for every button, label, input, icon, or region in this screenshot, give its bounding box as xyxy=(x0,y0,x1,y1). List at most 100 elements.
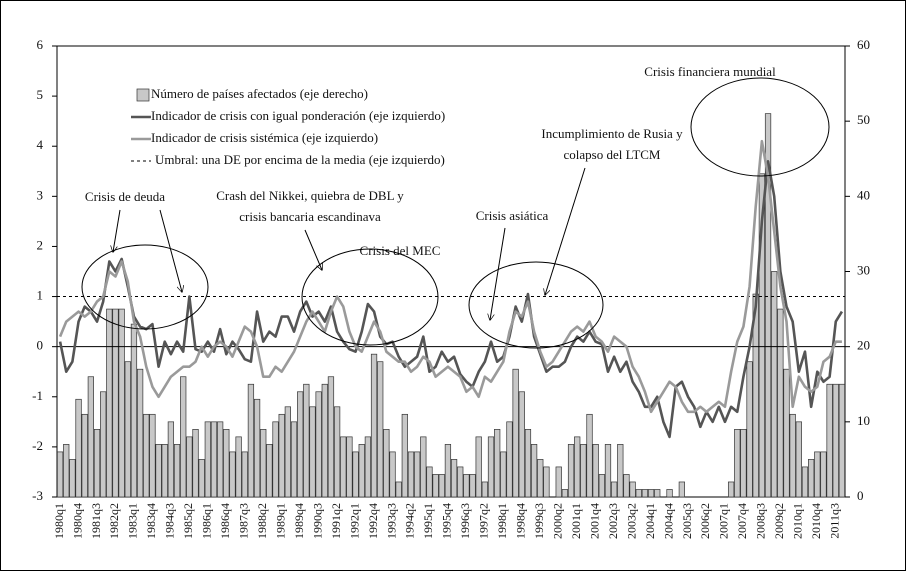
x-tick-label: 1983q1 xyxy=(126,503,140,539)
bar xyxy=(358,444,365,498)
bar xyxy=(241,451,248,498)
bar xyxy=(801,466,809,498)
legend-label: Indicador de crisis con igual ponderació… xyxy=(151,108,445,123)
bar xyxy=(309,406,316,498)
bar xyxy=(204,421,211,498)
bar xyxy=(118,308,125,498)
bar xyxy=(678,481,685,498)
bar xyxy=(173,444,181,498)
bar xyxy=(155,444,162,498)
bar xyxy=(512,368,519,498)
legend-label: Número de países afectados (eje derecho) xyxy=(151,86,368,101)
y-tick-label: 2 xyxy=(37,237,44,252)
x-tick-label: 1995q1 xyxy=(421,503,435,539)
bar xyxy=(130,323,138,498)
bar xyxy=(654,489,661,498)
bar xyxy=(63,444,70,498)
x-tick-label: 2011q3 xyxy=(828,503,842,539)
annotation-arrow xyxy=(304,229,322,270)
bar xyxy=(777,308,784,498)
bar xyxy=(377,361,384,498)
series-line xyxy=(58,139,842,414)
bar xyxy=(426,466,433,498)
bar xyxy=(167,421,175,498)
bar xyxy=(352,451,359,498)
bar xyxy=(530,444,538,498)
bar xyxy=(758,173,766,498)
annotation-arrow xyxy=(490,227,506,320)
bar xyxy=(93,429,101,498)
x-tick-label: 2000q2 xyxy=(550,503,564,539)
x-tick-label: 1989q4 xyxy=(292,503,306,539)
highlight-ellipse xyxy=(468,261,604,349)
x-tick-label: 1994q2 xyxy=(403,503,417,539)
bar xyxy=(198,459,205,498)
bar xyxy=(629,481,636,498)
x-tick-label: 2010q4 xyxy=(809,503,823,539)
bar xyxy=(506,421,513,498)
bar xyxy=(475,436,482,498)
bar xyxy=(100,391,107,498)
y-tick-label: 5 xyxy=(37,87,44,102)
bar xyxy=(580,444,587,498)
bar xyxy=(247,383,255,498)
bar xyxy=(370,353,378,498)
bar xyxy=(315,391,322,498)
bar xyxy=(783,368,790,498)
annotation: colapso del LTCM xyxy=(563,147,660,162)
bar xyxy=(814,451,821,498)
bar xyxy=(561,489,569,498)
bar xyxy=(438,474,445,498)
x-tick-label: 2007q4 xyxy=(735,503,749,539)
bar xyxy=(746,361,753,498)
bar xyxy=(635,489,642,498)
bar xyxy=(666,489,673,498)
bar xyxy=(789,413,796,498)
legend-swatch xyxy=(136,88,150,102)
bar xyxy=(463,474,470,498)
bar xyxy=(75,398,82,498)
x-tick-label: 1986q1 xyxy=(200,503,214,539)
bar xyxy=(253,398,261,498)
y2-tick-label: 40 xyxy=(857,187,870,202)
x-tick-label: 1986q4 xyxy=(218,503,232,539)
y-tick-label: -3 xyxy=(32,488,43,503)
x-tick-label: 1992q4 xyxy=(366,503,380,539)
bar xyxy=(87,376,94,498)
annotation: Incumplimiento de Rusia y xyxy=(541,126,683,141)
annotation-arrow xyxy=(159,209,182,292)
bar xyxy=(764,113,772,498)
x-tick-label: 1987q3 xyxy=(237,503,251,539)
y-tick-label: 1 xyxy=(37,288,44,303)
annotation-arrow xyxy=(113,209,121,252)
x-tick-label: 2006q2 xyxy=(698,503,712,539)
bar xyxy=(555,466,562,498)
bar xyxy=(340,436,347,498)
x-tick-label: 1990q3 xyxy=(310,503,324,539)
y2-tick-label: 30 xyxy=(857,262,870,277)
x-tick-label: 2004q4 xyxy=(661,503,675,539)
highlight-ellipse xyxy=(81,244,209,330)
legend-label: Umbral: una DE por encima de la media (e… xyxy=(155,152,445,167)
bar xyxy=(420,436,427,498)
bar xyxy=(808,459,815,498)
y2-tick-label: 10 xyxy=(857,413,870,428)
bar xyxy=(727,481,735,498)
bar xyxy=(124,361,131,498)
bar xyxy=(81,413,88,498)
x-tick-label: 1997q2 xyxy=(477,503,491,539)
x-tick-label: 1980q4 xyxy=(70,503,84,539)
bar xyxy=(364,436,372,498)
bar xyxy=(641,489,649,498)
bar xyxy=(604,444,612,498)
bar xyxy=(321,383,328,498)
y2-tick-label: 50 xyxy=(857,112,870,127)
annotation: Crisis del MEC xyxy=(360,243,441,258)
annotation: Crisis de deuda xyxy=(85,189,165,204)
annotation: Crisis financiera mundial xyxy=(644,64,776,79)
bar xyxy=(297,391,304,498)
bar xyxy=(524,429,532,498)
bar xyxy=(623,474,630,498)
annotation: Crisis asiática xyxy=(476,208,549,223)
